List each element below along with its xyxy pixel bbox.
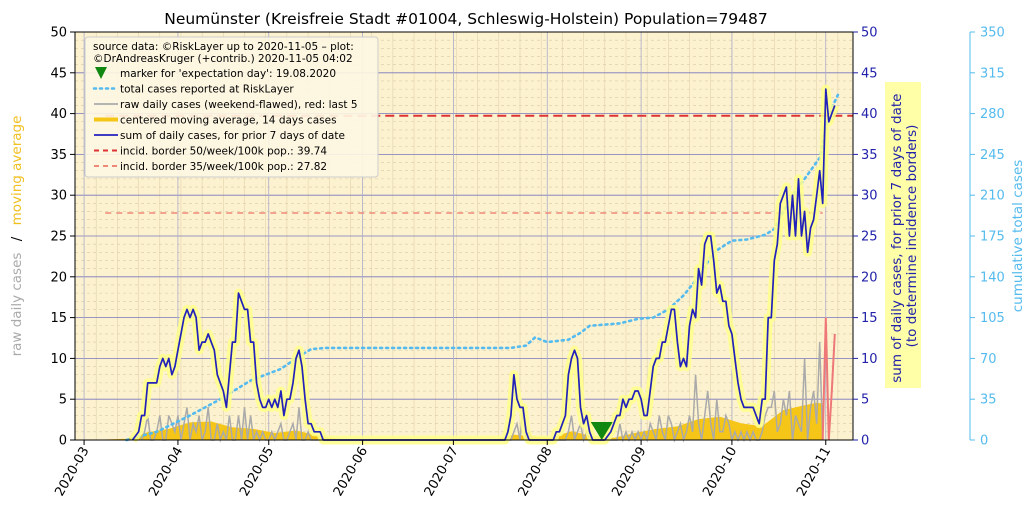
y-right-tick-label: 30	[861, 189, 878, 204]
y-axis-left: 0 5 10 15 20 25 30 35 40 45 50	[50, 26, 75, 449]
legend-entry-total: total cases reported at RiskLayer	[92, 83, 294, 95]
y-right-tick-label: 5	[861, 393, 869, 408]
y-right-tick-label: 25	[861, 230, 878, 245]
y-left-label-sep: /	[9, 236, 25, 241]
y-total-tick-label: 210	[980, 189, 1005, 204]
y-right-tick-label: 35	[861, 148, 878, 163]
y-left-tick-label: 10	[50, 352, 67, 367]
y-total-tick-label: 350	[980, 26, 1005, 41]
y-left-tick-label: 40	[50, 107, 67, 122]
legend-marker-symbol	[95, 67, 107, 79]
legend-box	[84, 36, 379, 178]
y-left-tick-label: 5	[59, 393, 67, 408]
legend-entry-b50: incid. border 50/week/100k pop.: 39.74	[94, 145, 327, 157]
x-tick-label: 2020-10	[700, 445, 740, 500]
y-total-tick-label: 70	[980, 352, 997, 367]
x-tick-label: 2020-09	[609, 445, 649, 500]
y-left-tick-label: 45	[50, 66, 67, 81]
legend-label: total cases reported at RiskLayer	[120, 83, 294, 95]
y-right-tick-label: 20	[861, 270, 878, 285]
y-total-tick-label: 175	[980, 230, 1005, 245]
y-total-tick-label: 140	[980, 270, 1005, 285]
legend-label: marker for 'expectation day': 19.08.2020	[120, 68, 336, 80]
legend-entry-avg: centered moving average, 14 days cases	[94, 114, 337, 126]
y-right-tick-label: 0	[861, 434, 869, 449]
x-axis: 2020-03 2020-04 2020-05 2020-06 2020-07 2020-…	[52, 440, 834, 499]
y-axis-right: 0 5 10 15 20 25 30 35 40 45 50	[853, 26, 878, 449]
y-total-tick-label: 105	[980, 311, 1005, 326]
y-right-tick-label: 45	[861, 66, 878, 81]
y-right-label: sum of daily cases, for prior 7 days of …	[889, 89, 920, 383]
y-total-tick-label: 315	[980, 66, 1005, 81]
y-axis-total: 0 35 70 105 140 175 210 245 280 315 350	[969, 26, 1005, 449]
y-right-tick-label: 50	[861, 26, 878, 41]
legend-label: sum of daily cases, for prior 7 days of …	[120, 130, 345, 142]
x-tick-label: 2020-11	[794, 445, 834, 500]
y-right-tick-label: 10	[861, 352, 878, 367]
y-left-label-raw: raw daily cases	[9, 253, 25, 357]
y-left-label-main: moving average	[9, 116, 25, 226]
legend-entry-b35: incid. border 35/week/100k pop.: 27.82	[94, 161, 327, 173]
x-tick-label: 2020-07	[422, 445, 462, 500]
y-total-tick-label: 35	[980, 393, 997, 408]
x-tick-label: 2020-05	[237, 445, 277, 500]
y-left-label: raw daily cases / moving average	[9, 116, 25, 357]
x-tick-label: 2020-08	[516, 445, 556, 500]
legend-label: raw daily cases (weekend-flawed), red: l…	[120, 99, 358, 111]
x-tick-label: 2020-06	[331, 445, 371, 500]
x-tick-label: 2020-03	[52, 445, 92, 500]
y-right-label-line1: sum of daily cases, for prior 7 days of …	[889, 94, 905, 383]
legend-label: incid. border 50/week/100k pop.: 39.74	[120, 145, 327, 157]
y-left-tick-label: 50	[50, 26, 67, 41]
legend-header-1: source data: ©RiskLayer up to 2020-11-05…	[93, 41, 354, 53]
y-right-label-box	[885, 82, 921, 388]
legend: source data: ©RiskLayer up to 2020-11-05…	[84, 36, 379, 178]
legend-entry-sum7: sum of daily cases, for prior 7 days of …	[94, 130, 345, 142]
y-left-tick-label: 35	[50, 148, 67, 163]
y-total-label: cumulative total cases	[1010, 160, 1026, 313]
sum7-line	[131, 88, 836, 441]
y-left-tick-label: 20	[50, 270, 67, 285]
y-left-tick-label: 25	[50, 230, 67, 245]
y-total-tick-label: 245	[980, 148, 1005, 163]
y-right-label-line2: (to determine incidence borders)	[904, 125, 920, 348]
chart-title: Neumünster (Kreisfreie Stadt #01004, Sch…	[164, 10, 768, 28]
y-total-tick-label: 0	[980, 434, 988, 449]
legend-header-2: ©DrAndreasKruger (+contrib.) 2020-11-05 …	[93, 53, 353, 65]
legend-label: incid. border 35/week/100k pop.: 27.82	[120, 161, 327, 173]
legend-entry-raw: raw daily cases (weekend-flawed), red: l…	[94, 99, 358, 111]
y-left-tick-label: 15	[50, 311, 67, 326]
y-right-tick-label: 15	[861, 311, 878, 326]
y-left-tick-label: 0	[59, 434, 67, 449]
legend-entries: marker for 'expectation day': 19.08.2020…	[92, 67, 358, 173]
legend-entry-marker: marker for 'expectation day': 19.08.2020	[95, 67, 336, 80]
expectation-day-marker	[590, 422, 613, 440]
y-total-tick-label: 280	[980, 107, 1005, 122]
y-left-tick-label: 30	[50, 189, 67, 204]
x-tick-label: 2020-04	[146, 445, 186, 500]
y-right-tick-label: 40	[861, 107, 878, 122]
legend-label: centered moving average, 14 days cases	[120, 114, 337, 126]
